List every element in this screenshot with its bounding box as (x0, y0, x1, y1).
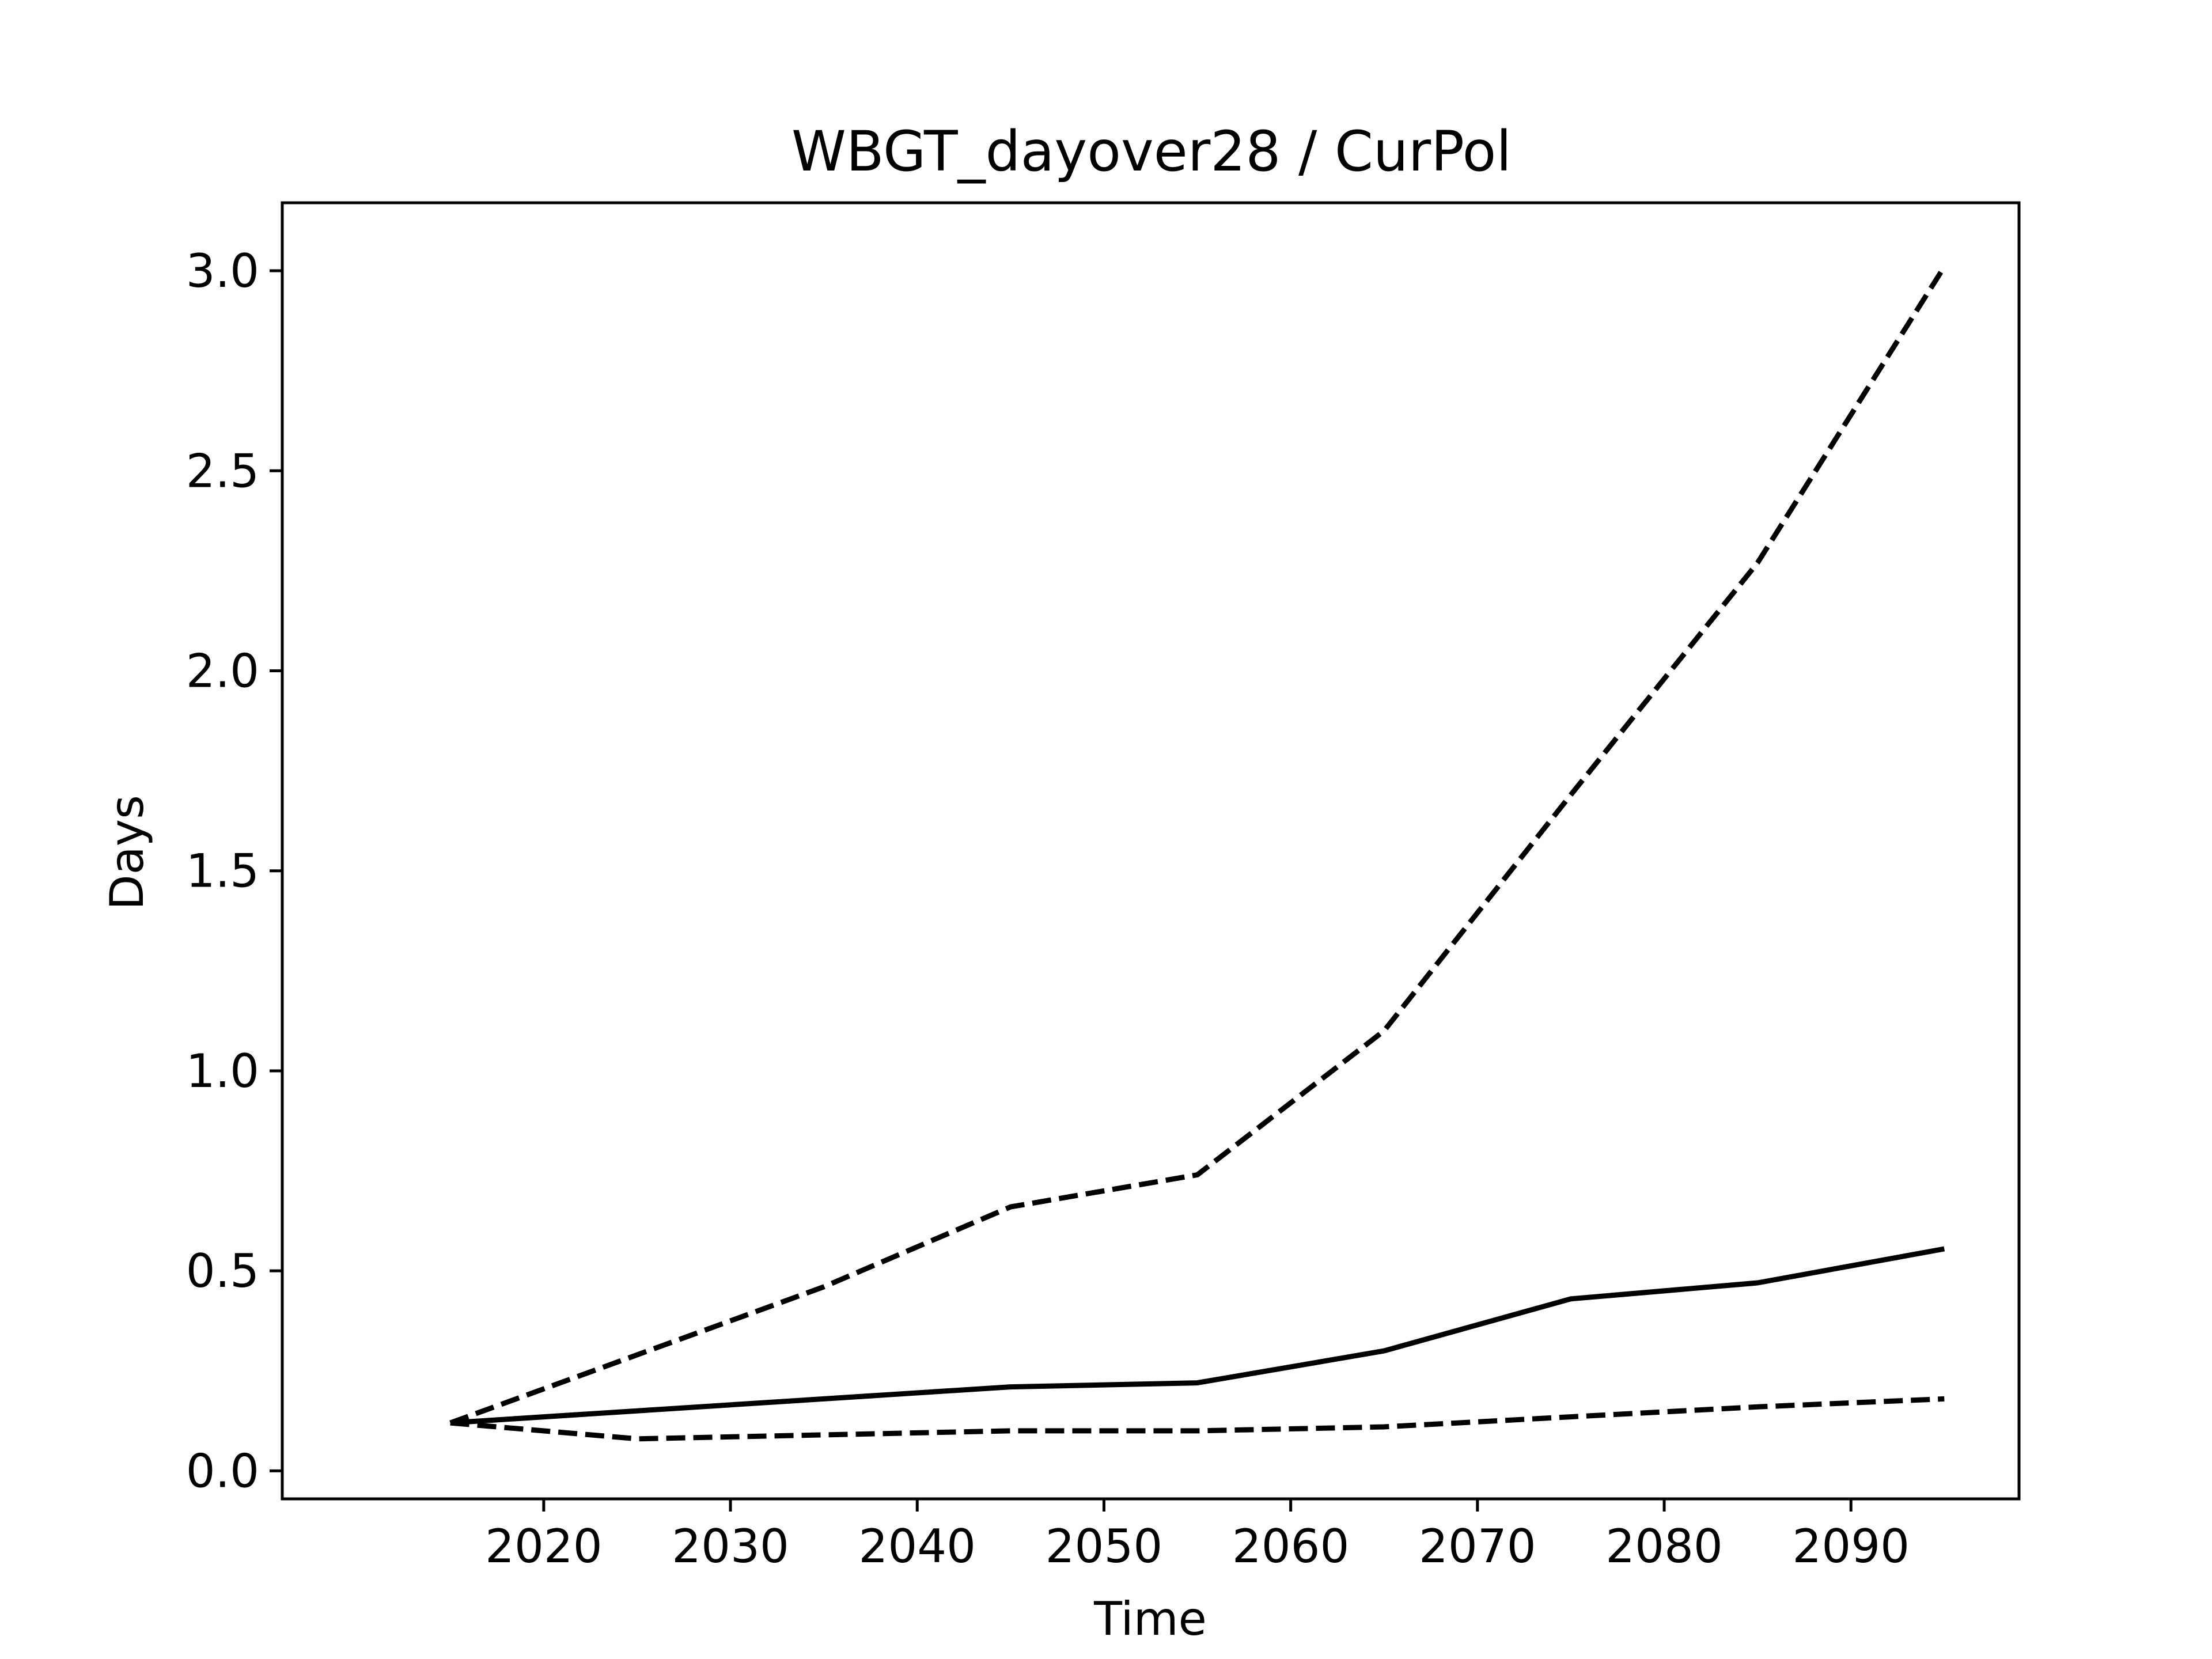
x-tick-label: 2060 (1232, 1520, 1350, 1573)
x-tick-label: 2070 (1419, 1520, 1536, 1573)
y-tick-label: 3.0 (186, 244, 259, 298)
chart-title: WBGT_dayover28 / CurPol (791, 119, 1512, 184)
x-tick-label: 2030 (672, 1520, 789, 1573)
y-tick-label: 1.0 (186, 1044, 259, 1098)
x-tick-label: 2040 (858, 1520, 976, 1573)
series-line-1 (449, 265, 1947, 1426)
series-layer (449, 265, 1947, 1442)
x-tick-label: 2080 (1605, 1520, 1723, 1573)
series-line-3 (450, 1396, 1945, 1442)
y-tick-label: 2.5 (186, 444, 259, 498)
y-tick-label: 0.0 (186, 1444, 259, 1498)
plot-area-frame (281, 201, 2021, 1501)
x-axis-ticks: 2020 2030 2040 2050 2060 2070 2080 2090 (485, 1499, 1910, 1573)
y-tick-label: 2.0 (186, 645, 259, 698)
y-axis-ticks: 0.0 0.5 1.0 1.5 2.0 2.5 3.0 (186, 244, 282, 1498)
y-tick-label: 0.5 (186, 1244, 259, 1298)
y-axis-label: Days (100, 795, 154, 910)
x-tick-label: 2020 (485, 1520, 603, 1573)
x-axis-label: Time (1093, 1592, 1207, 1646)
x-tick-label: 2050 (1046, 1520, 1163, 1573)
y-tick-label: 1.5 (186, 844, 259, 898)
x-tick-label: 2090 (1792, 1520, 1910, 1573)
series-line-2 (450, 1246, 1945, 1426)
